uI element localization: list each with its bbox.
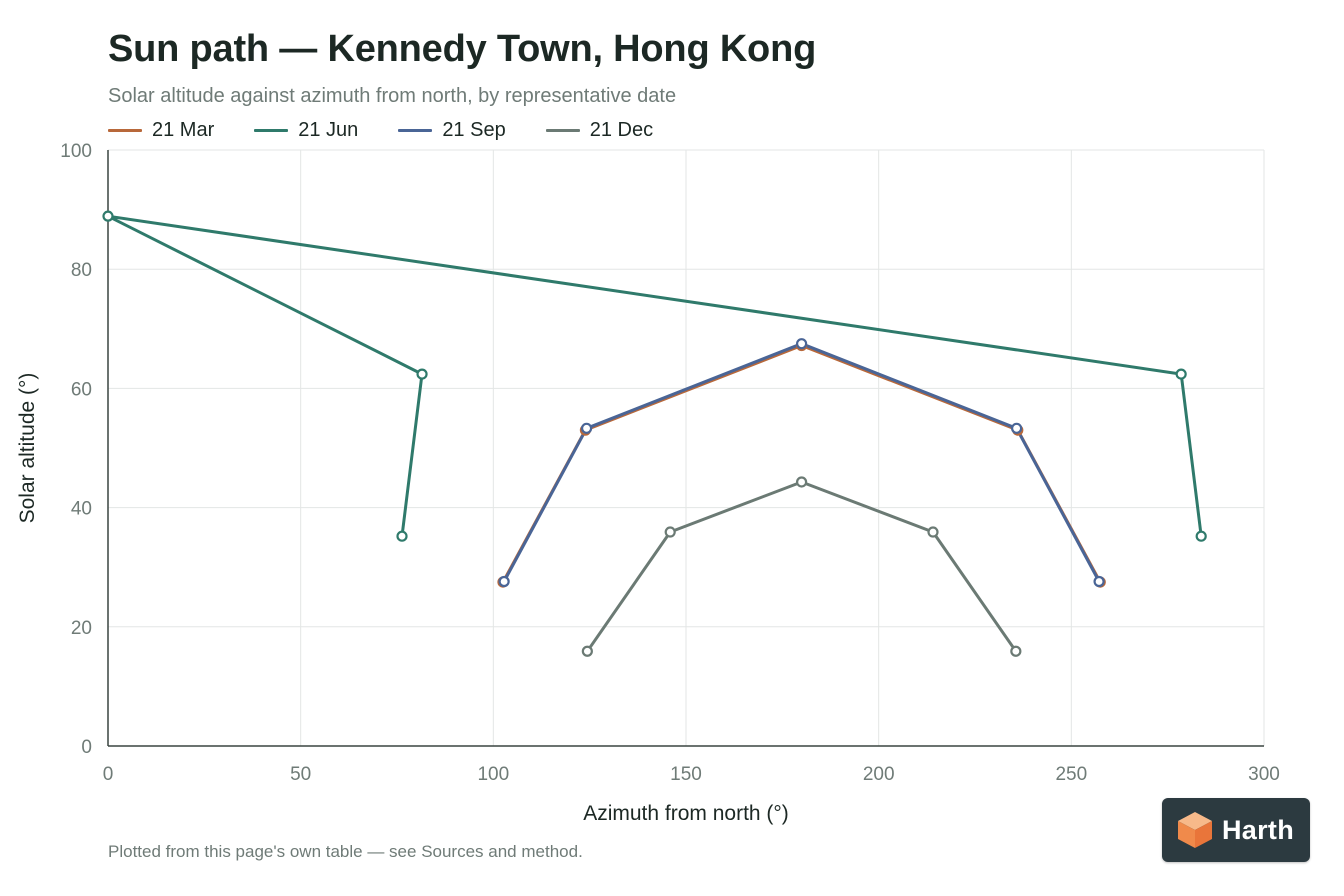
x-tick-label: 200 (863, 764, 895, 785)
x-tick-label: 300 (1248, 764, 1280, 785)
source-note: Plotted from this page's own table — see… (108, 842, 583, 861)
data-point-21-dec (1010, 645, 1022, 657)
legend-swatch (398, 129, 433, 132)
data-point-21-sep (580, 422, 593, 434)
y-tick-label: 20 (71, 618, 92, 639)
chart-subtitle: Solar altitude against azimuth from nort… (108, 85, 677, 107)
x-tick-label: 250 (1055, 764, 1087, 785)
data-point-21-sep (1093, 575, 1105, 588)
data-point-21-jun (416, 368, 428, 380)
data-point-21-jun (102, 210, 114, 222)
logo-text: Harth (1222, 814, 1295, 845)
y-tick-label: 60 (71, 379, 92, 400)
y-axis-label: Solar altitude (°) (16, 373, 39, 524)
legend-label: 21 Sep (442, 119, 506, 141)
data-point-21-sep (1011, 422, 1023, 434)
legend-item: 21 Jun (254, 119, 358, 142)
data-point-21-jun (1195, 530, 1207, 542)
chart-legend: 21 Mar 21 Jun 21 Sep 21 Dec (108, 119, 693, 142)
harth-logo[interactable]: Harth (1162, 798, 1310, 862)
data-point-21-dec (664, 526, 676, 538)
y-tick-label: 40 (71, 499, 92, 520)
y-tick-label: 0 (81, 737, 92, 758)
data-point-21-dec (581, 645, 593, 657)
legend-item: 21 Sep (398, 119, 506, 142)
x-tick-label: 50 (290, 764, 311, 785)
series-line-21-sep (502, 342, 1101, 583)
legend-label: 21 Dec (589, 119, 654, 141)
legend-swatch (108, 129, 142, 132)
legend-item: 21 Mar (108, 119, 214, 142)
x-axis-label: Azimuth from north (°) (583, 802, 789, 825)
data-point-21-dec (927, 526, 939, 538)
legend-item: 21 Dec (545, 119, 654, 142)
series-line-21-jun (106, 214, 1203, 538)
data-point-21-jun (1175, 368, 1187, 380)
legend-swatch (254, 129, 289, 132)
data-point-21-sep (795, 338, 808, 350)
y-tick-label: 100 (60, 141, 92, 162)
legend-label: 21 Jun (298, 119, 359, 141)
x-tick-label: 100 (477, 764, 509, 785)
legend-swatch (545, 129, 580, 132)
x-tick-label: 0 (103, 764, 114, 785)
data-point-21-sep (498, 575, 510, 588)
legend-label: 21 Mar (152, 119, 215, 141)
cube-logo-icon (1178, 812, 1212, 848)
y-tick-label: 80 (71, 260, 92, 281)
data-point-21-jun (396, 530, 408, 542)
data-point-21-dec (795, 476, 808, 488)
series-line-21-mar (501, 344, 1102, 584)
chart-title: Sun path — Kennedy Town, Hong Kong (108, 28, 817, 70)
x-tick-label: 150 (670, 764, 702, 785)
